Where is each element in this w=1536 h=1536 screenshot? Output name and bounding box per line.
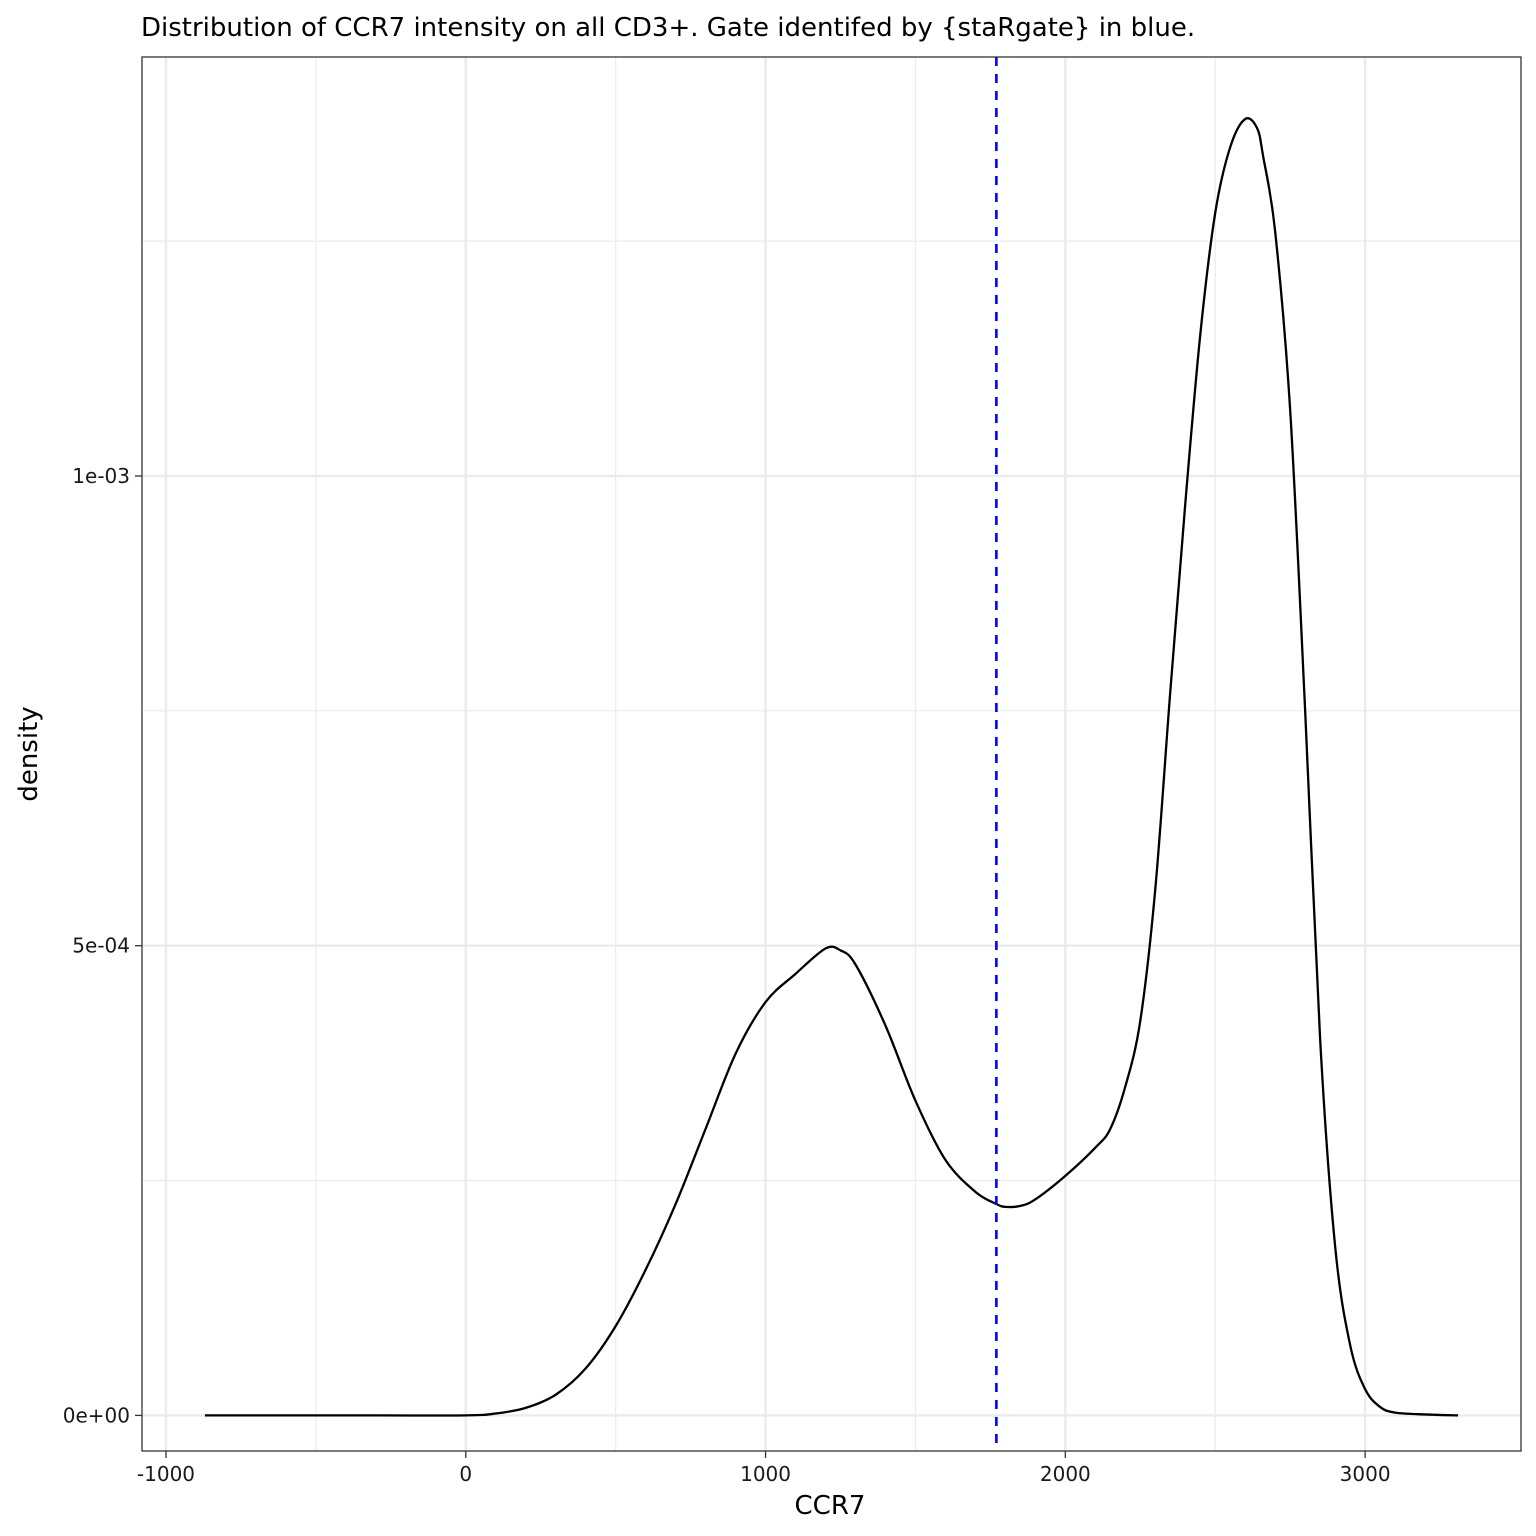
chart-title: Distribution of CCR7 intensity on all CD…: [141, 13, 1195, 43]
y-tick-label: 5e-04: [72, 934, 130, 958]
x-tick-label: 2000: [1040, 1462, 1091, 1486]
major-grid: [142, 57, 1521, 1451]
density-series: [204, 117, 1459, 1417]
x-tick-label: 1000: [740, 1462, 791, 1486]
y-axis-title: density: [14, 706, 44, 801]
y-tick-label: 0e+00: [63, 1403, 130, 1427]
x-tick-label: -1000: [137, 1462, 195, 1486]
minor-grid: [142, 57, 1521, 1451]
x-tick-label: 0: [459, 1462, 472, 1486]
x-axis-title: CCR7: [795, 1491, 866, 1521]
y-tick-label: 1e-03: [72, 464, 130, 488]
y-axis: 0e+00 5e-04 1e-03: [63, 464, 142, 1427]
x-axis: -1000 0 1000 2000 3000: [137, 1451, 1391, 1486]
x-tick-label: 3000: [1340, 1462, 1391, 1486]
panel-border: [141, 56, 1522, 1452]
density-curve: [204, 117, 1459, 1417]
